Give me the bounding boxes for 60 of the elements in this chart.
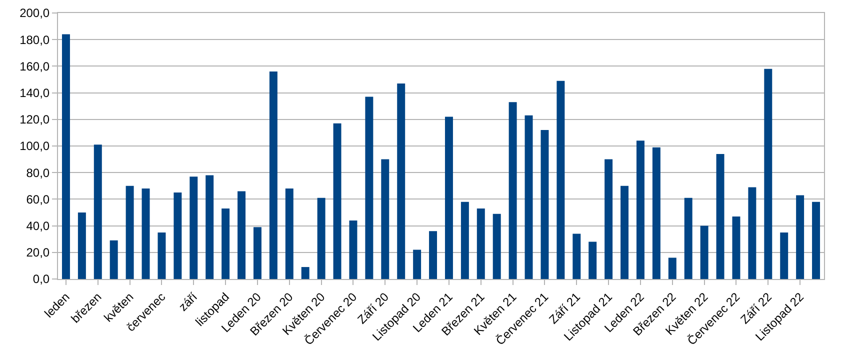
bar xyxy=(732,216,740,279)
y-tick-label: 60,0 xyxy=(26,192,50,206)
bar xyxy=(812,202,820,279)
y-tick-label: 160,0 xyxy=(20,59,50,74)
bar xyxy=(780,232,788,279)
y-tick-label: 180,0 xyxy=(20,32,50,47)
bar xyxy=(716,154,724,279)
bar xyxy=(460,202,469,279)
bar xyxy=(397,83,406,279)
x-tick-label: září xyxy=(176,289,200,314)
bar xyxy=(652,147,660,279)
bar xyxy=(222,208,230,279)
bar xyxy=(349,220,358,279)
y-tick-label: 80,0 xyxy=(26,166,50,180)
bar xyxy=(700,226,708,279)
bar xyxy=(126,186,134,279)
bar xyxy=(110,240,118,279)
bar xyxy=(508,102,517,279)
bar xyxy=(78,212,86,279)
bar xyxy=(540,130,549,279)
bar xyxy=(253,227,262,279)
bar xyxy=(492,214,501,279)
bar xyxy=(381,159,390,279)
bar xyxy=(365,96,374,279)
bar xyxy=(748,187,756,279)
bar xyxy=(444,116,453,279)
y-tick-label: 40,0 xyxy=(26,219,50,233)
bar xyxy=(684,198,692,279)
bar xyxy=(524,115,533,279)
bar xyxy=(238,191,246,279)
bar xyxy=(556,80,565,279)
bar xyxy=(572,234,581,279)
bar xyxy=(668,258,676,279)
bar xyxy=(429,231,438,279)
bar xyxy=(269,72,278,279)
bar xyxy=(62,34,70,279)
bar xyxy=(764,68,772,279)
bar xyxy=(620,186,629,279)
bar xyxy=(285,188,294,279)
bar xyxy=(206,175,214,279)
bar xyxy=(158,232,166,279)
y-tick-label: 120,0 xyxy=(20,112,50,127)
bar xyxy=(413,250,422,279)
y-tick-label: 200,0 xyxy=(20,6,50,20)
bar xyxy=(636,140,644,279)
y-tick-label: 20,0 xyxy=(26,246,50,260)
bar xyxy=(317,198,326,279)
bar xyxy=(142,188,150,279)
bar xyxy=(796,195,804,279)
bar xyxy=(476,208,485,279)
y-tick-label: 140,0 xyxy=(20,86,50,100)
bar xyxy=(588,242,597,279)
bar xyxy=(333,123,342,279)
bar xyxy=(604,159,613,279)
y-tick-label: 100,0 xyxy=(20,139,50,154)
y-tick-label: 0,0 xyxy=(32,272,50,286)
bar xyxy=(190,176,198,279)
bar xyxy=(94,144,102,279)
bar xyxy=(174,192,182,279)
bar xyxy=(301,267,310,279)
